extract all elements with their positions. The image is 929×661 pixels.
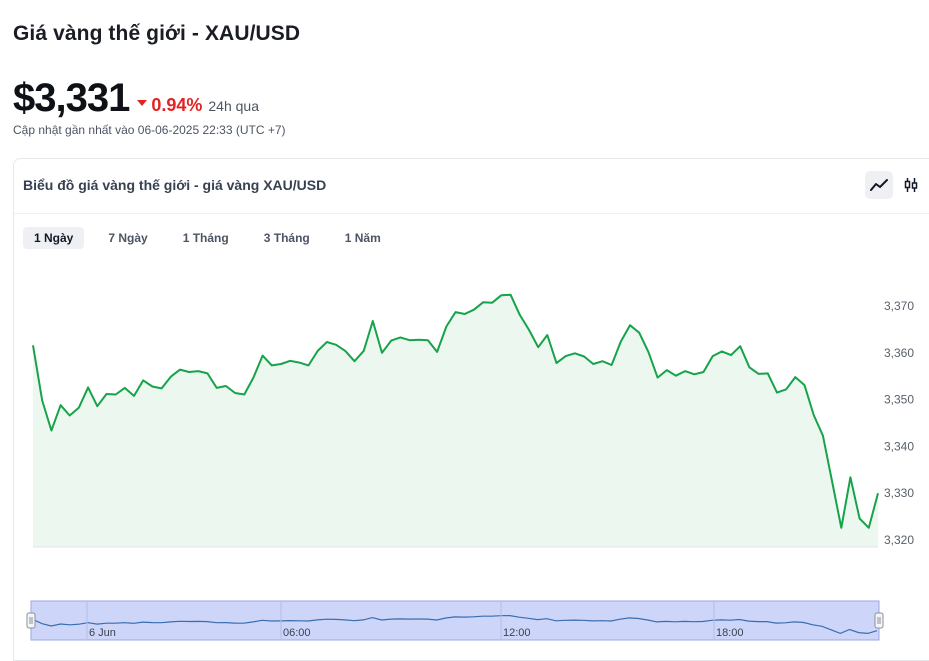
- candlestick-icon: [904, 178, 918, 192]
- line-chart-icon: [870, 179, 888, 191]
- navigator-right-handle[interactable]: [874, 612, 884, 629]
- navigator[interactable]: 6 Jun 06:00 12:00 18:00: [26, 600, 884, 641]
- range-tabs: 1 Ngày 7 Ngày 1 Tháng 3 Tháng 1 Năm: [23, 227, 405, 249]
- line-chart-button[interactable]: [865, 171, 893, 199]
- price-summary: $3,331 0.94% 24h qua: [13, 76, 259, 121]
- price-area: [33, 294, 878, 547]
- caret-down-icon: [137, 100, 148, 106]
- navigator-label: 06:00: [283, 627, 311, 639]
- current-price: $3,331: [13, 76, 130, 120]
- tab-1-day[interactable]: 1 Ngày: [23, 227, 85, 249]
- price-change-percent: 0.94%: [151, 95, 203, 115]
- y-axis: 3,320 3,330 3,340 3,350 3,360 3,370: [884, 299, 914, 547]
- chart-title: Biểu đồ giá vàng thế giới - giá vàng XAU…: [23, 177, 327, 193]
- card-divider: [14, 213, 929, 214]
- chart-type-toggle: [865, 171, 929, 199]
- price-change-period: 24h qua: [208, 98, 259, 114]
- y-tick-label: 3,330: [884, 486, 914, 500]
- navigator-line: [32, 614, 878, 635]
- page-title: Giá vàng thế giới - XAU/USD: [13, 22, 301, 45]
- navigator-label: 6 Jun: [89, 627, 116, 639]
- navigator-label: 12:00: [503, 627, 531, 639]
- plot-area: [32, 293, 879, 548]
- navigator-left-handle[interactable]: [26, 612, 36, 629]
- tab-1-year[interactable]: 1 Năm: [344, 231, 381, 245]
- y-tick-label: 3,370: [884, 299, 914, 313]
- tab-7-days[interactable]: 7 Ngày: [108, 231, 148, 245]
- y-tick-label: 3,360: [884, 346, 914, 360]
- last-updated: Cập nhật gần nhất vào 06-06-2025 22:33 (…: [13, 123, 286, 137]
- candlestick-button[interactable]: [897, 171, 925, 199]
- tab-1-month[interactable]: 1 Tháng: [182, 231, 229, 245]
- y-tick-label: 3,340: [884, 439, 914, 453]
- price-line: [32, 293, 879, 529]
- y-tick-label: 3,350: [884, 393, 914, 407]
- navigator-range[interactable]: [30, 600, 880, 641]
- tab-3-months[interactable]: 3 Tháng: [263, 231, 310, 245]
- navigator-label: 18:00: [716, 627, 744, 639]
- y-tick-label: 3,320: [884, 533, 914, 547]
